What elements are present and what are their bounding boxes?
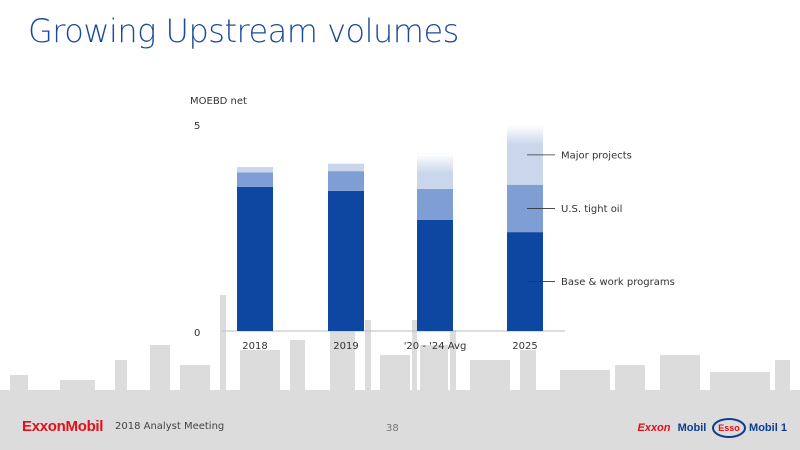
- y-axis-label: MOEBD net: [190, 96, 247, 107]
- slide-title: Growing Upstream volumes: [28, 12, 459, 50]
- legend-label: Base & work programs: [561, 277, 675, 288]
- exxonmobil-logo: ExxonMobil: [22, 418, 104, 435]
- x-tick-label: 2018: [242, 341, 267, 352]
- bar-segment: [237, 167, 273, 173]
- bar-fade-overlay: [417, 153, 453, 174]
- refinery-skyline-graphic: [0, 295, 800, 450]
- page-number: 38: [386, 423, 399, 434]
- bar-segment: [417, 188, 453, 220]
- y-tick-label: 0: [194, 328, 200, 339]
- esso-brand-logo: Esso: [712, 418, 746, 438]
- y-tick-label: 5: [194, 121, 200, 132]
- mobil-brand-logo: Mobil: [677, 422, 707, 434]
- x-tick-label: 2019: [333, 341, 358, 352]
- bar-segment: [328, 190, 364, 331]
- bar-fade-overlay: [507, 125, 543, 145]
- bar-segment: [237, 172, 273, 187]
- exxon-brand-logo: Exxon: [637, 422, 671, 434]
- bar-segment: [328, 163, 364, 172]
- mobil1-brand-logo: Mobil 1: [749, 422, 787, 434]
- bar-segment: [417, 219, 453, 331]
- x-tick-label: 2025: [512, 341, 537, 352]
- bar-segment: [328, 171, 364, 191]
- legend-label: Major projects: [561, 150, 632, 161]
- legend-label: U.S. tight oil: [561, 204, 622, 215]
- bar-segment: [237, 186, 273, 331]
- x-tick-label: '20 - '24 Avg: [404, 341, 467, 352]
- footer-event: 2018 Analyst Meeting: [115, 421, 225, 432]
